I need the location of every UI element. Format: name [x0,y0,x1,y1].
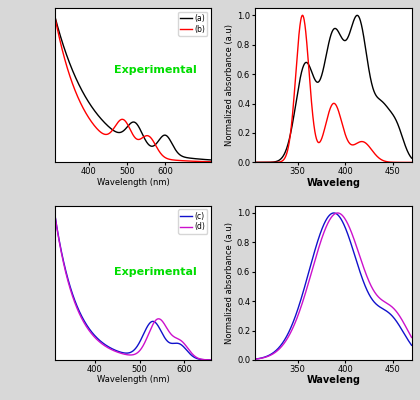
Legend: (a), (b): (a), (b) [178,12,207,36]
Y-axis label: Normalized absorbance (a.u): Normalized absorbance (a.u) [225,222,234,344]
X-axis label: Waveleng: Waveleng [306,178,360,188]
Y-axis label: Normalized absorbance (a.u): Normalized absorbance (a.u) [225,24,234,146]
X-axis label: Wavelength (nm): Wavelength (nm) [97,178,169,187]
Legend: (c), (d): (c), (d) [178,210,207,234]
Text: Experimental: Experimental [114,267,197,277]
Text: Experimental: Experimental [114,65,197,75]
X-axis label: Waveleng: Waveleng [306,375,360,385]
X-axis label: Wavelength (nm): Wavelength (nm) [97,375,169,384]
